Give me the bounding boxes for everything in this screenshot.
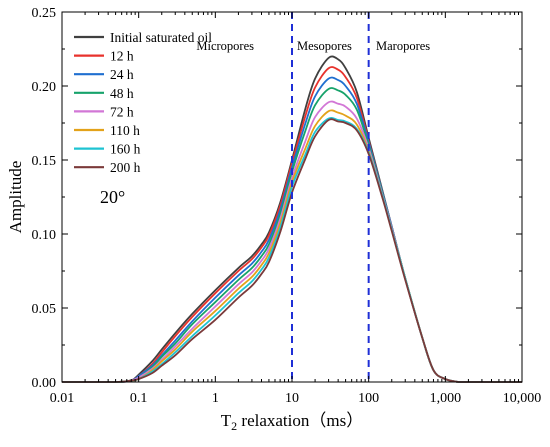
y-tick-label: 0.25 — [32, 6, 57, 21]
x-tick-label: 0.01 — [50, 391, 75, 406]
legend-label-1: Initial saturated oil — [110, 30, 212, 45]
x-tick-label: 1 — [212, 391, 219, 406]
y-tick-label: 0.15 — [32, 154, 57, 169]
x-axis-title-main: T — [221, 411, 232, 430]
y-tick-label: 0.20 — [32, 80, 57, 95]
angle-annotation: 20° — [100, 187, 125, 207]
curves-layer — [62, 55, 522, 383]
zone-label-3: Maropores — [376, 39, 430, 53]
x-axis-title-rest: relaxation（ms） — [237, 411, 363, 430]
x-tick-label: 0.1 — [130, 391, 148, 406]
y-axis-title: Amplitude — [6, 161, 25, 234]
x-tick-label: 10,000 — [503, 391, 542, 406]
legend-label-3: 24 h — [110, 67, 134, 82]
legend-label-6: 110 h — [110, 123, 140, 138]
legend-label-7: 160 h — [110, 142, 141, 157]
y-tick-label: 0.05 — [32, 302, 57, 317]
x-axis-title: T2 relaxation（ms） — [221, 411, 363, 433]
ticks-layer — [61, 11, 523, 383]
zone-label-2: Mesopores — [297, 39, 352, 53]
legend-label-5: 72 h — [110, 104, 134, 119]
x-tick-label: 100 — [358, 391, 379, 406]
legend-label-2: 12 h — [110, 49, 134, 64]
reference-lines-layer — [291, 12, 370, 382]
x-tick-label: 10 — [285, 391, 299, 406]
x-axis-title-subscript: 2 — [231, 419, 237, 433]
legend-label-8: 200 h — [110, 160, 141, 175]
legend: Initial saturated oil 12 h 24 h 48 h 72 h 110… — [74, 30, 212, 175]
zone-labels-layer: Micropores Mesopores Maropores — [196, 39, 430, 53]
series-line-8 — [62, 118, 522, 383]
legend-label-4: 48 h — [110, 86, 134, 101]
x-tick-label: 1,000 — [430, 391, 462, 406]
tick-labels-layer: 0.01 0.1 1 10 100 1,000 10,000 0.00 0.05 0.10 0.15… — [32, 6, 542, 406]
y-tick-label: 0.10 — [32, 228, 57, 243]
y-tick-label: 0.00 — [32, 376, 57, 391]
zone-label-1: Micropores — [196, 39, 254, 53]
